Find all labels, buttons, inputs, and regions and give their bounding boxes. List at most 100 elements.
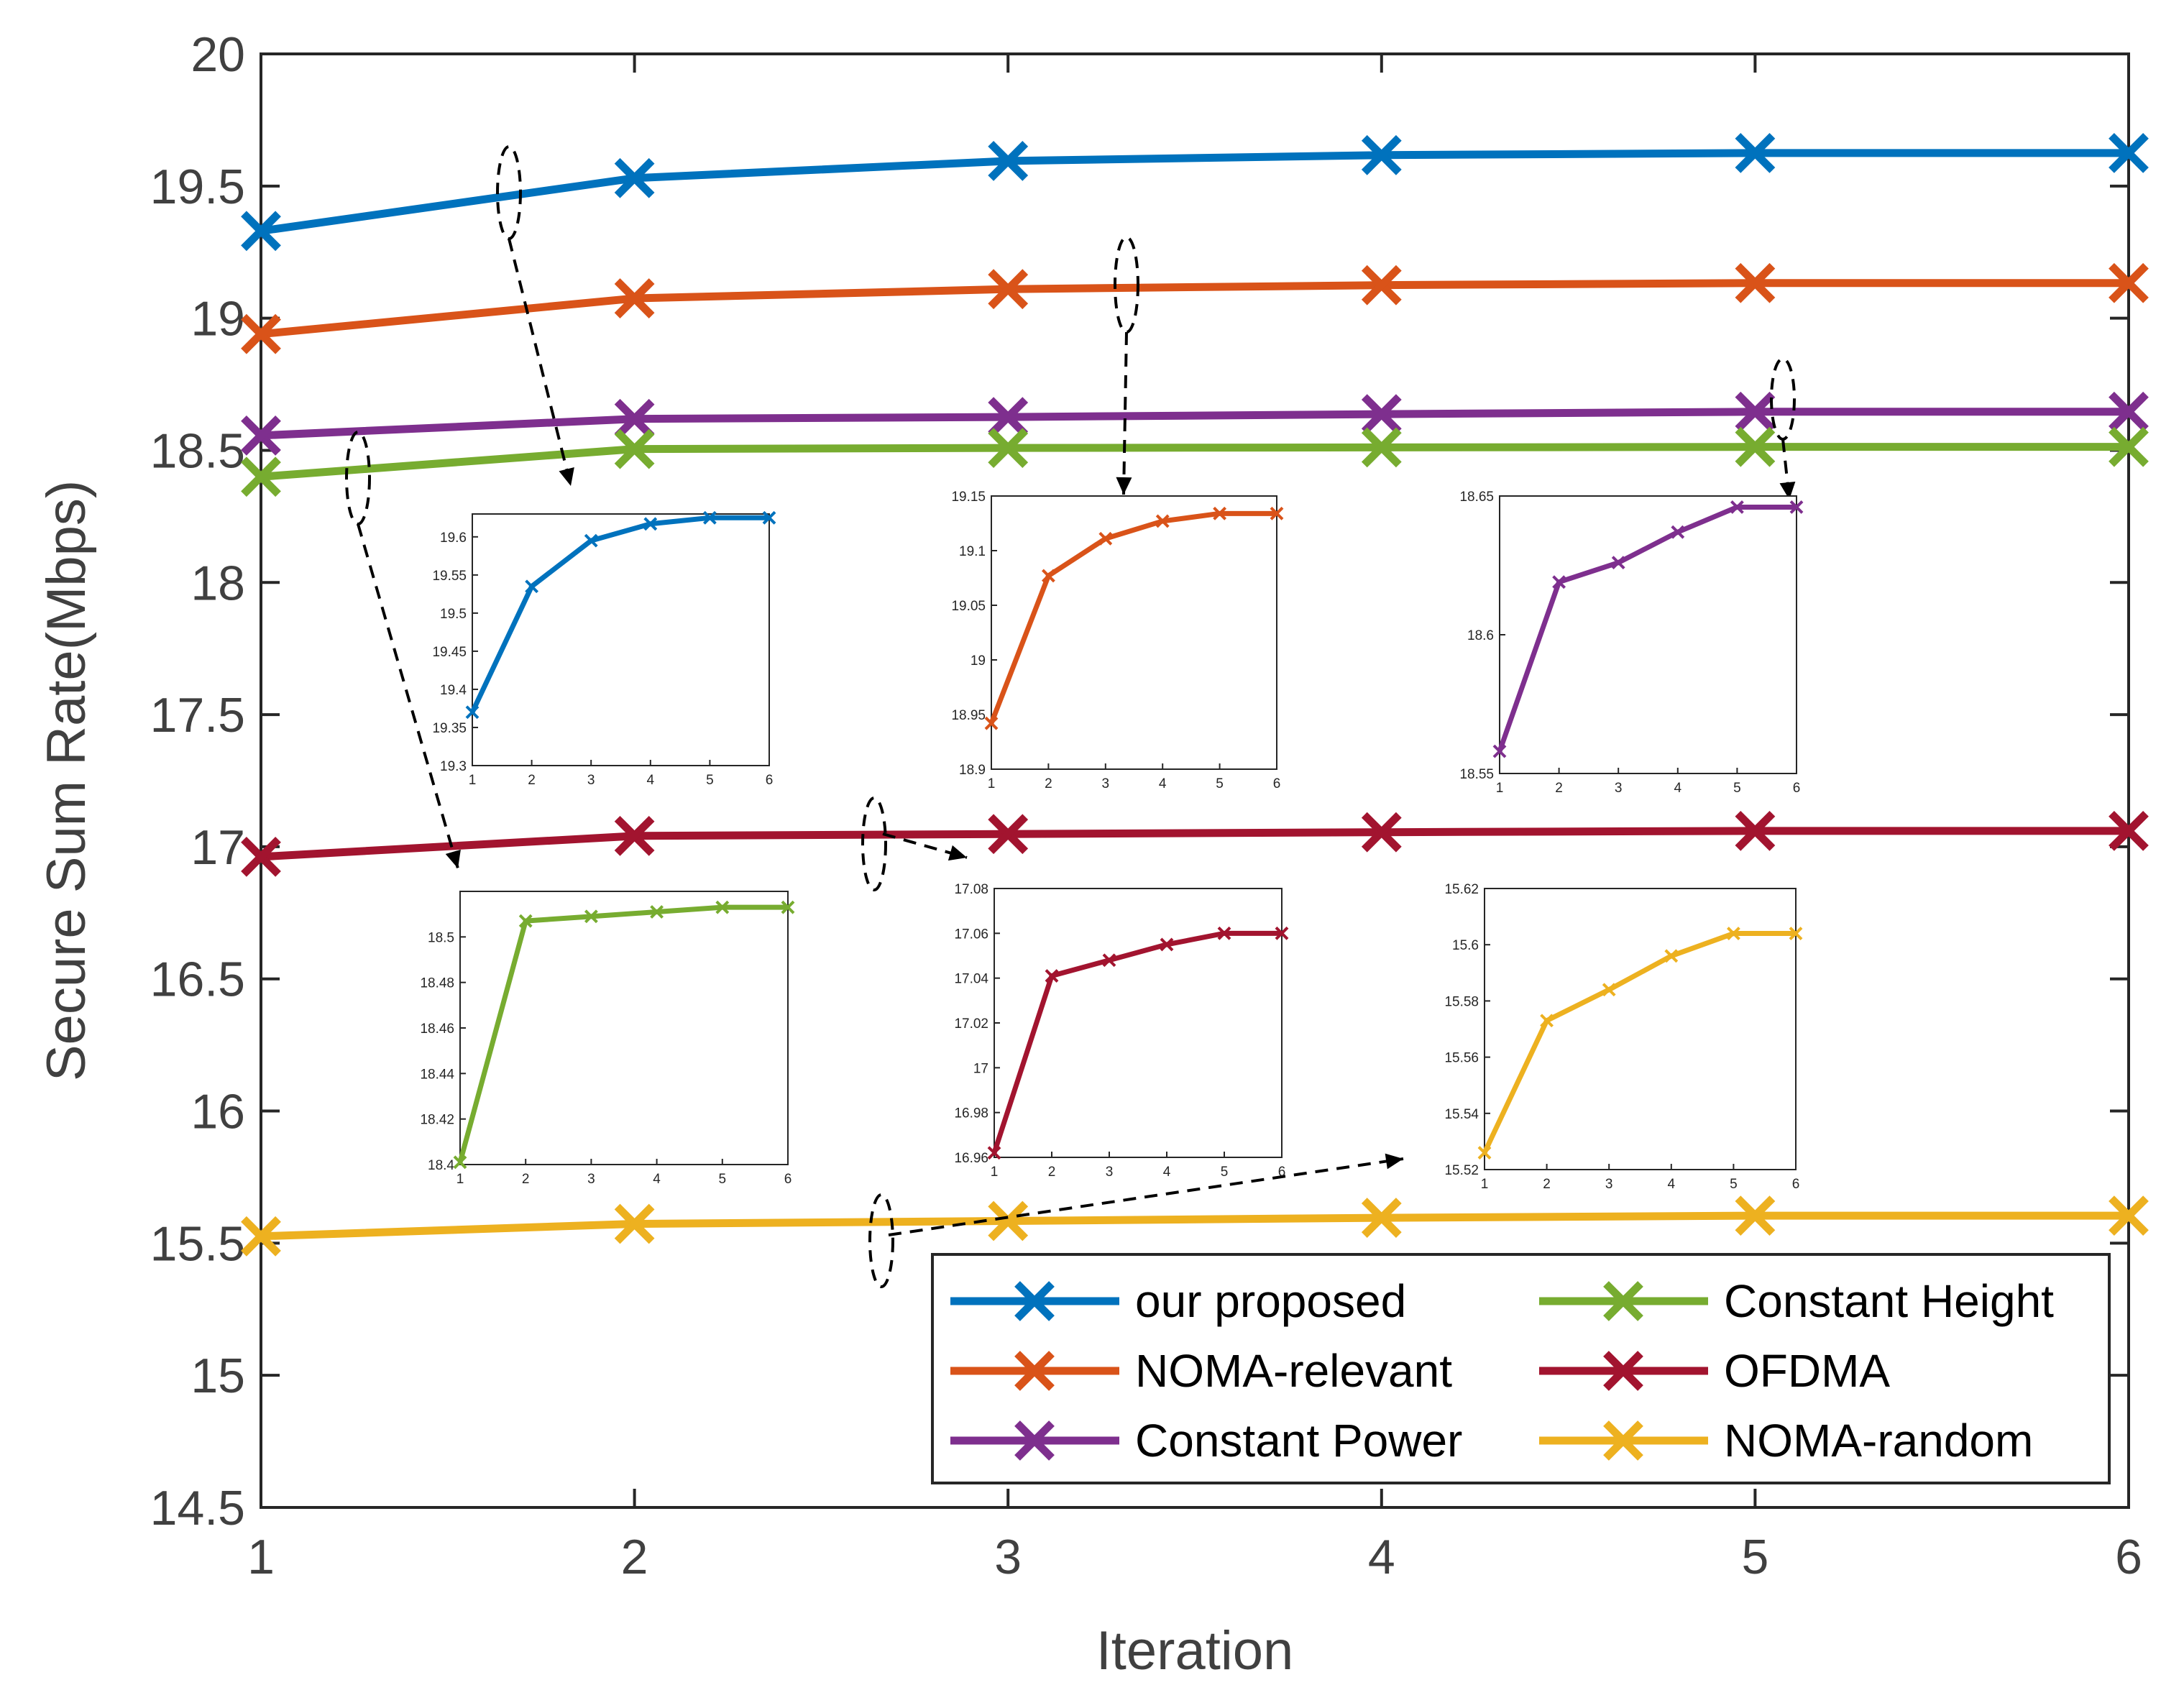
series-line-constant-height — [260, 443, 2129, 481]
inset-noma-relevant: 1 2 3 4 5 6 18.9 18.95 19 19.05 19.1 19.15 — [951, 490, 1284, 791]
inset-x-tick-label: 2 — [1543, 1177, 1551, 1192]
inset-x-tick-label: 2 — [528, 773, 536, 788]
x-tick-label: 2 — [621, 1530, 648, 1584]
inset-x-tick-label: 6 — [1793, 781, 1801, 796]
inset-data-point-our-proposed — [702, 510, 717, 525]
inset-y-tick-label: 15.52 — [1444, 1163, 1479, 1178]
inset-x-tick-label: 2 — [1045, 776, 1052, 791]
inset-axes-box — [459, 891, 789, 1165]
legend-item-constant-power: Constant Power — [950, 1415, 1462, 1466]
inset-data-point-noma-random — [1477, 1146, 1492, 1160]
inset-series-line-noma-relevant — [988, 510, 1277, 725]
inset-x-tick-label: 3 — [1102, 776, 1110, 791]
x-tick-label: 6 — [2115, 1530, 2142, 1584]
data-point-ofdma — [1735, 810, 1776, 851]
y-tick-label: 17.5 — [150, 688, 245, 743]
y-tick-label: 19.5 — [150, 160, 245, 214]
callout-arrow — [888, 1153, 1404, 1236]
inset-x-tick-label: 5 — [719, 1172, 727, 1187]
inset-x-tick-label: 2 — [1048, 1165, 1056, 1180]
x-tick-label: 4 — [1368, 1530, 1395, 1584]
inset-data-point-noma-random — [1664, 949, 1679, 963]
callout-arrow — [357, 523, 461, 869]
data-point-noma-relevant — [988, 269, 1029, 310]
inset-y-tick-label: 19.1 — [959, 544, 986, 559]
inset-x-tick-label: 4 — [647, 773, 655, 788]
inset-y-tick-label: 18.6 — [1467, 628, 1494, 643]
inset-axes-box — [472, 513, 770, 766]
series-line-our-proposed — [260, 149, 2129, 235]
data-point-our-proposed — [614, 157, 655, 198]
inset-data-point-our-proposed — [525, 579, 539, 594]
inset-noma-random: 1 2 3 4 5 6 15.52 15.54 15.56 15.58 15.6 15.62 — [1444, 882, 1803, 1192]
inset-y-tick-label: 19.5 — [440, 607, 467, 622]
data-point-ofdma — [1361, 812, 1402, 853]
inset-x-tick-label: 1 — [469, 773, 477, 788]
inset-series-line-constant-height — [457, 904, 788, 1163]
dashed-ellipse — [868, 1193, 894, 1288]
inset-data-point-constant-power — [1789, 500, 1804, 514]
data-point-constant-height — [241, 456, 281, 497]
inset-x-tick-label: 3 — [1106, 1165, 1114, 1180]
y-tick-label: 15 — [191, 1349, 245, 1403]
data-point-constant-power — [1735, 391, 1776, 432]
inset-y-tick-label: 16.98 — [954, 1106, 988, 1121]
y-tick-label: 19 — [191, 292, 245, 346]
legend-item-our-proposed: our proposed — [950, 1275, 1406, 1327]
inset-y-tick-label: 19.4 — [440, 683, 467, 698]
y-tick-label: 14.5 — [150, 1481, 245, 1535]
inset-x-tick-label: 4 — [1668, 1177, 1676, 1192]
inset-series-line-noma-random — [1482, 931, 1796, 1154]
inset-x-tick-label: 1 — [1481, 1177, 1489, 1192]
inset-data-point-constant-power — [1552, 575, 1566, 589]
inset-series-line-ofdma — [991, 930, 1282, 1154]
legend-marker — [1014, 1351, 1055, 1391]
inset-ofdma: 1 2 3 4 5 6 16.96 16.98 17 17.02 17.04 17.06 17.08 — [954, 882, 1289, 1180]
data-point-constant-power — [988, 397, 1029, 438]
y-tick-label: 20 — [191, 27, 245, 82]
inset-x-tick-label: 3 — [1615, 781, 1623, 796]
y-tick-label: 17 — [191, 820, 245, 875]
inset-x-tick-label: 3 — [1605, 1177, 1613, 1192]
data-point-our-proposed — [1735, 132, 1776, 173]
data-point-noma-relevant — [2109, 262, 2149, 303]
data-point-constant-height — [1361, 427, 1402, 468]
data-point-noma-random — [241, 1216, 281, 1257]
inset-x-tick-label: 1 — [991, 1165, 999, 1180]
legend-item-noma-random: NOMA-random — [1539, 1415, 2033, 1466]
inset-y-tick-label: 18.65 — [1459, 490, 1494, 505]
inset-y-tick-label: 15.62 — [1444, 882, 1479, 897]
inset-y-tick-label: 19.05 — [951, 599, 986, 614]
x-tick-label: 5 — [1741, 1530, 1768, 1584]
inset-constant-power: 1 2 3 4 5 6 18.55 18.6 18.65 — [1459, 490, 1804, 796]
inset-y-tick-label: 19.3 — [440, 759, 467, 774]
inset-y-tick-label: 19.45 — [432, 645, 467, 660]
data-point-ofdma — [241, 836, 281, 877]
inset-x-tick-label: 6 — [766, 773, 774, 788]
legend-item-noma-relevant: NOMA-relevant — [950, 1345, 1452, 1397]
callout-arrow — [882, 832, 968, 861]
inset-y-tick-label: 17 — [973, 1061, 988, 1076]
y-tick-label: 18.5 — [150, 423, 245, 478]
y-tick-label: 16 — [191, 1085, 245, 1139]
legend-marker — [1014, 1281, 1055, 1321]
legend-box — [931, 1253, 2111, 1484]
series-line-noma-relevant — [260, 279, 2129, 339]
series-line-noma-random — [260, 1211, 2129, 1241]
inset-x-tick-label: 4 — [1163, 1165, 1171, 1180]
inset-data-point-constant-height — [715, 900, 730, 914]
legend-label: Constant Power — [1135, 1415, 1462, 1466]
inset-x-tick-label: 1 — [456, 1172, 464, 1187]
inset-x-tick-label: 3 — [587, 773, 595, 788]
inset-y-tick-label: 15.6 — [1452, 938, 1479, 953]
data-point-constant-height — [614, 428, 655, 469]
data-point-noma-random — [1735, 1195, 1776, 1236]
legend-marker — [1603, 1351, 1643, 1391]
inset-x-tick-label: 5 — [706, 773, 714, 788]
inset-y-tick-label: 18.42 — [420, 1113, 454, 1128]
inset-x-tick-label: 1 — [988, 776, 996, 791]
inset-data-point-our-proposed — [465, 705, 480, 720]
legend-label: NOMA-random — [1724, 1415, 2033, 1466]
inset-y-tick-label: 19.55 — [432, 569, 467, 584]
inset-x-tick-label: 6 — [784, 1172, 792, 1187]
